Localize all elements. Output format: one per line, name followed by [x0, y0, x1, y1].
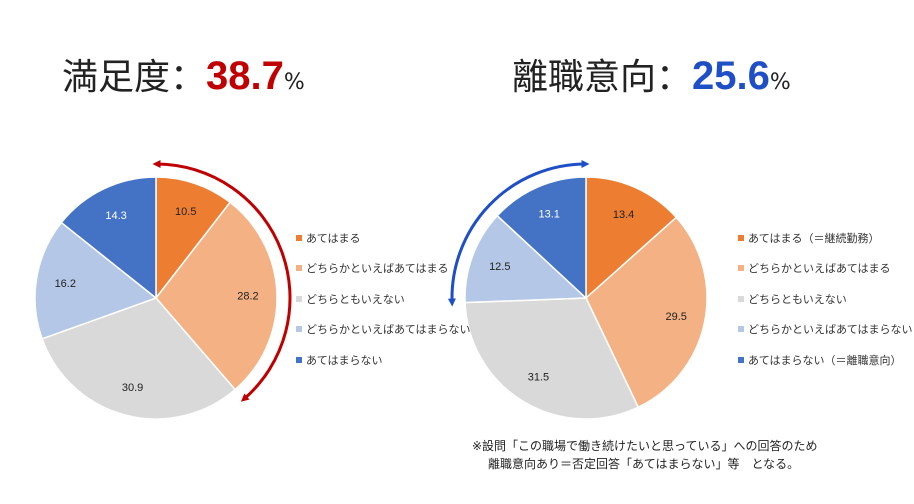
turnover-headline: 離職意向：25.6% — [512, 48, 791, 100]
turnover-label: 離職意向： — [512, 57, 693, 98]
turnover-legend-swatch — [738, 295, 744, 302]
turnover-unit: % — [769, 70, 791, 95]
turnover-slice-label-3: 31.5 — [528, 372, 549, 384]
turnover-legend: あてはまる（＝継続勤務） どちらかといえばあてはまる どちらともいえないどちらかとい… — [738, 232, 913, 385]
satisfaction-legend-item: あてはまる — [296, 231, 471, 245]
satisfaction-legend-swatch — [296, 295, 302, 302]
satisfaction-legend-label: どちらかといえばあてはまらない — [306, 323, 471, 336]
satisfaction-legend-swatch — [296, 356, 302, 363]
turnover-legend-item: どちらかといえばあてはまる — [738, 262, 913, 275]
turnover-slice-label-2: 29.5 — [665, 311, 686, 323]
satisfaction-legend-item: あてはまらない — [296, 353, 471, 367]
satisfaction-value: 38.7 — [206, 54, 284, 98]
satisfaction-slice-label-3: 30.9 — [122, 382, 143, 394]
satisfaction-legend-label: あてはまらない — [306, 353, 383, 367]
turnover-slice-1 — [585, 176, 678, 300]
satisfaction-label: 満足度： — [62, 57, 207, 98]
satisfaction-legend-swatch — [296, 326, 302, 332]
turnover-legend-label: どちらかといえばあてはまらない — [748, 323, 913, 336]
turnover-legend-item: どちらかといえばあてはまらない — [738, 323, 913, 336]
satisfaction-unit: % — [283, 70, 305, 95]
footnote-line-2: 離職意向あり＝否定回答「あてはまらない」等 となる。 — [488, 457, 800, 471]
satisfaction-slice-label-2: 28.2 — [237, 291, 258, 303]
satisfaction-slice-label-5: 14.3 — [105, 210, 126, 222]
turnover-legend-swatch — [738, 234, 744, 241]
satisfaction-pie: 10.5 28.2 30.9 16.2 14.3 — [34, 176, 278, 420]
satisfaction-range-arrow — [152, 160, 292, 402]
footnote-line-1: ※設問「この職場で働き続けたいと思っている」への回答のため — [472, 439, 818, 453]
turnover-slice-label-1: 13.4 — [613, 209, 634, 221]
satisfaction-slice-label-1: 10.5 — [175, 206, 196, 218]
turnover-slice-label-5: 13.1 — [539, 209, 560, 221]
footnote: ※設問「この職場で働き続けたいと思っている」への回答のため 離職意向あり＝否定回… — [472, 437, 817, 473]
satisfaction-legend-swatch — [296, 234, 302, 241]
satisfaction-legend-item: どちらともいえない — [296, 292, 471, 306]
satisfaction-slice-5 — [60, 176, 157, 300]
satisfaction-legend-label: あてはまる — [306, 231, 361, 245]
turnover-legend-label: どちらかといえばあてはまる — [748, 262, 891, 275]
turnover-legend-swatch — [738, 356, 744, 363]
turnover-legend-label: あてはまらない（＝離職意向） — [748, 353, 902, 367]
turnover-legend-label: あてはまる（＝継続勤務） — [748, 231, 880, 245]
turnover-range-arrow — [447, 160, 590, 307]
satisfaction-legend: あてはまるどちらかといえばあてはまる どちらともいえないどちらかといえばあてはまら… — [296, 232, 471, 385]
turnover-legend-swatch — [738, 326, 744, 332]
satisfaction-headline: 満足度：38.7% — [62, 48, 305, 100]
satisfaction-legend-swatch — [296, 265, 302, 271]
satisfaction-legend-item: どちらかといえばあてはまらない — [296, 323, 471, 336]
turnover-pie: 13.4 29.5 31.5 12.5 13.1 — [464, 176, 708, 420]
turnover-legend-label: どちらともいえない — [748, 292, 847, 306]
satisfaction-slice-4 — [34, 221, 158, 340]
turnover-value: 25.6 — [692, 54, 770, 98]
satisfaction-legend-item: どちらかといえばあてはまる — [296, 262, 471, 275]
turnover-legend-item: どちらともいえない — [738, 292, 913, 306]
turnover-slice-label-4: 12.5 — [489, 261, 510, 273]
turnover-legend-swatch — [738, 265, 744, 271]
turnover-slice-3 — [464, 297, 640, 420]
satisfaction-slice-label-4: 16.2 — [55, 278, 76, 290]
satisfaction-legend-label: どちらかといえばあてはまる — [306, 262, 449, 275]
turnover-legend-item: あてはまる（＝継続勤務） — [738, 231, 913, 245]
satisfaction-legend-label: どちらともいえない — [306, 292, 405, 306]
turnover-legend-item: あてはまらない（＝離職意向） — [738, 353, 913, 367]
